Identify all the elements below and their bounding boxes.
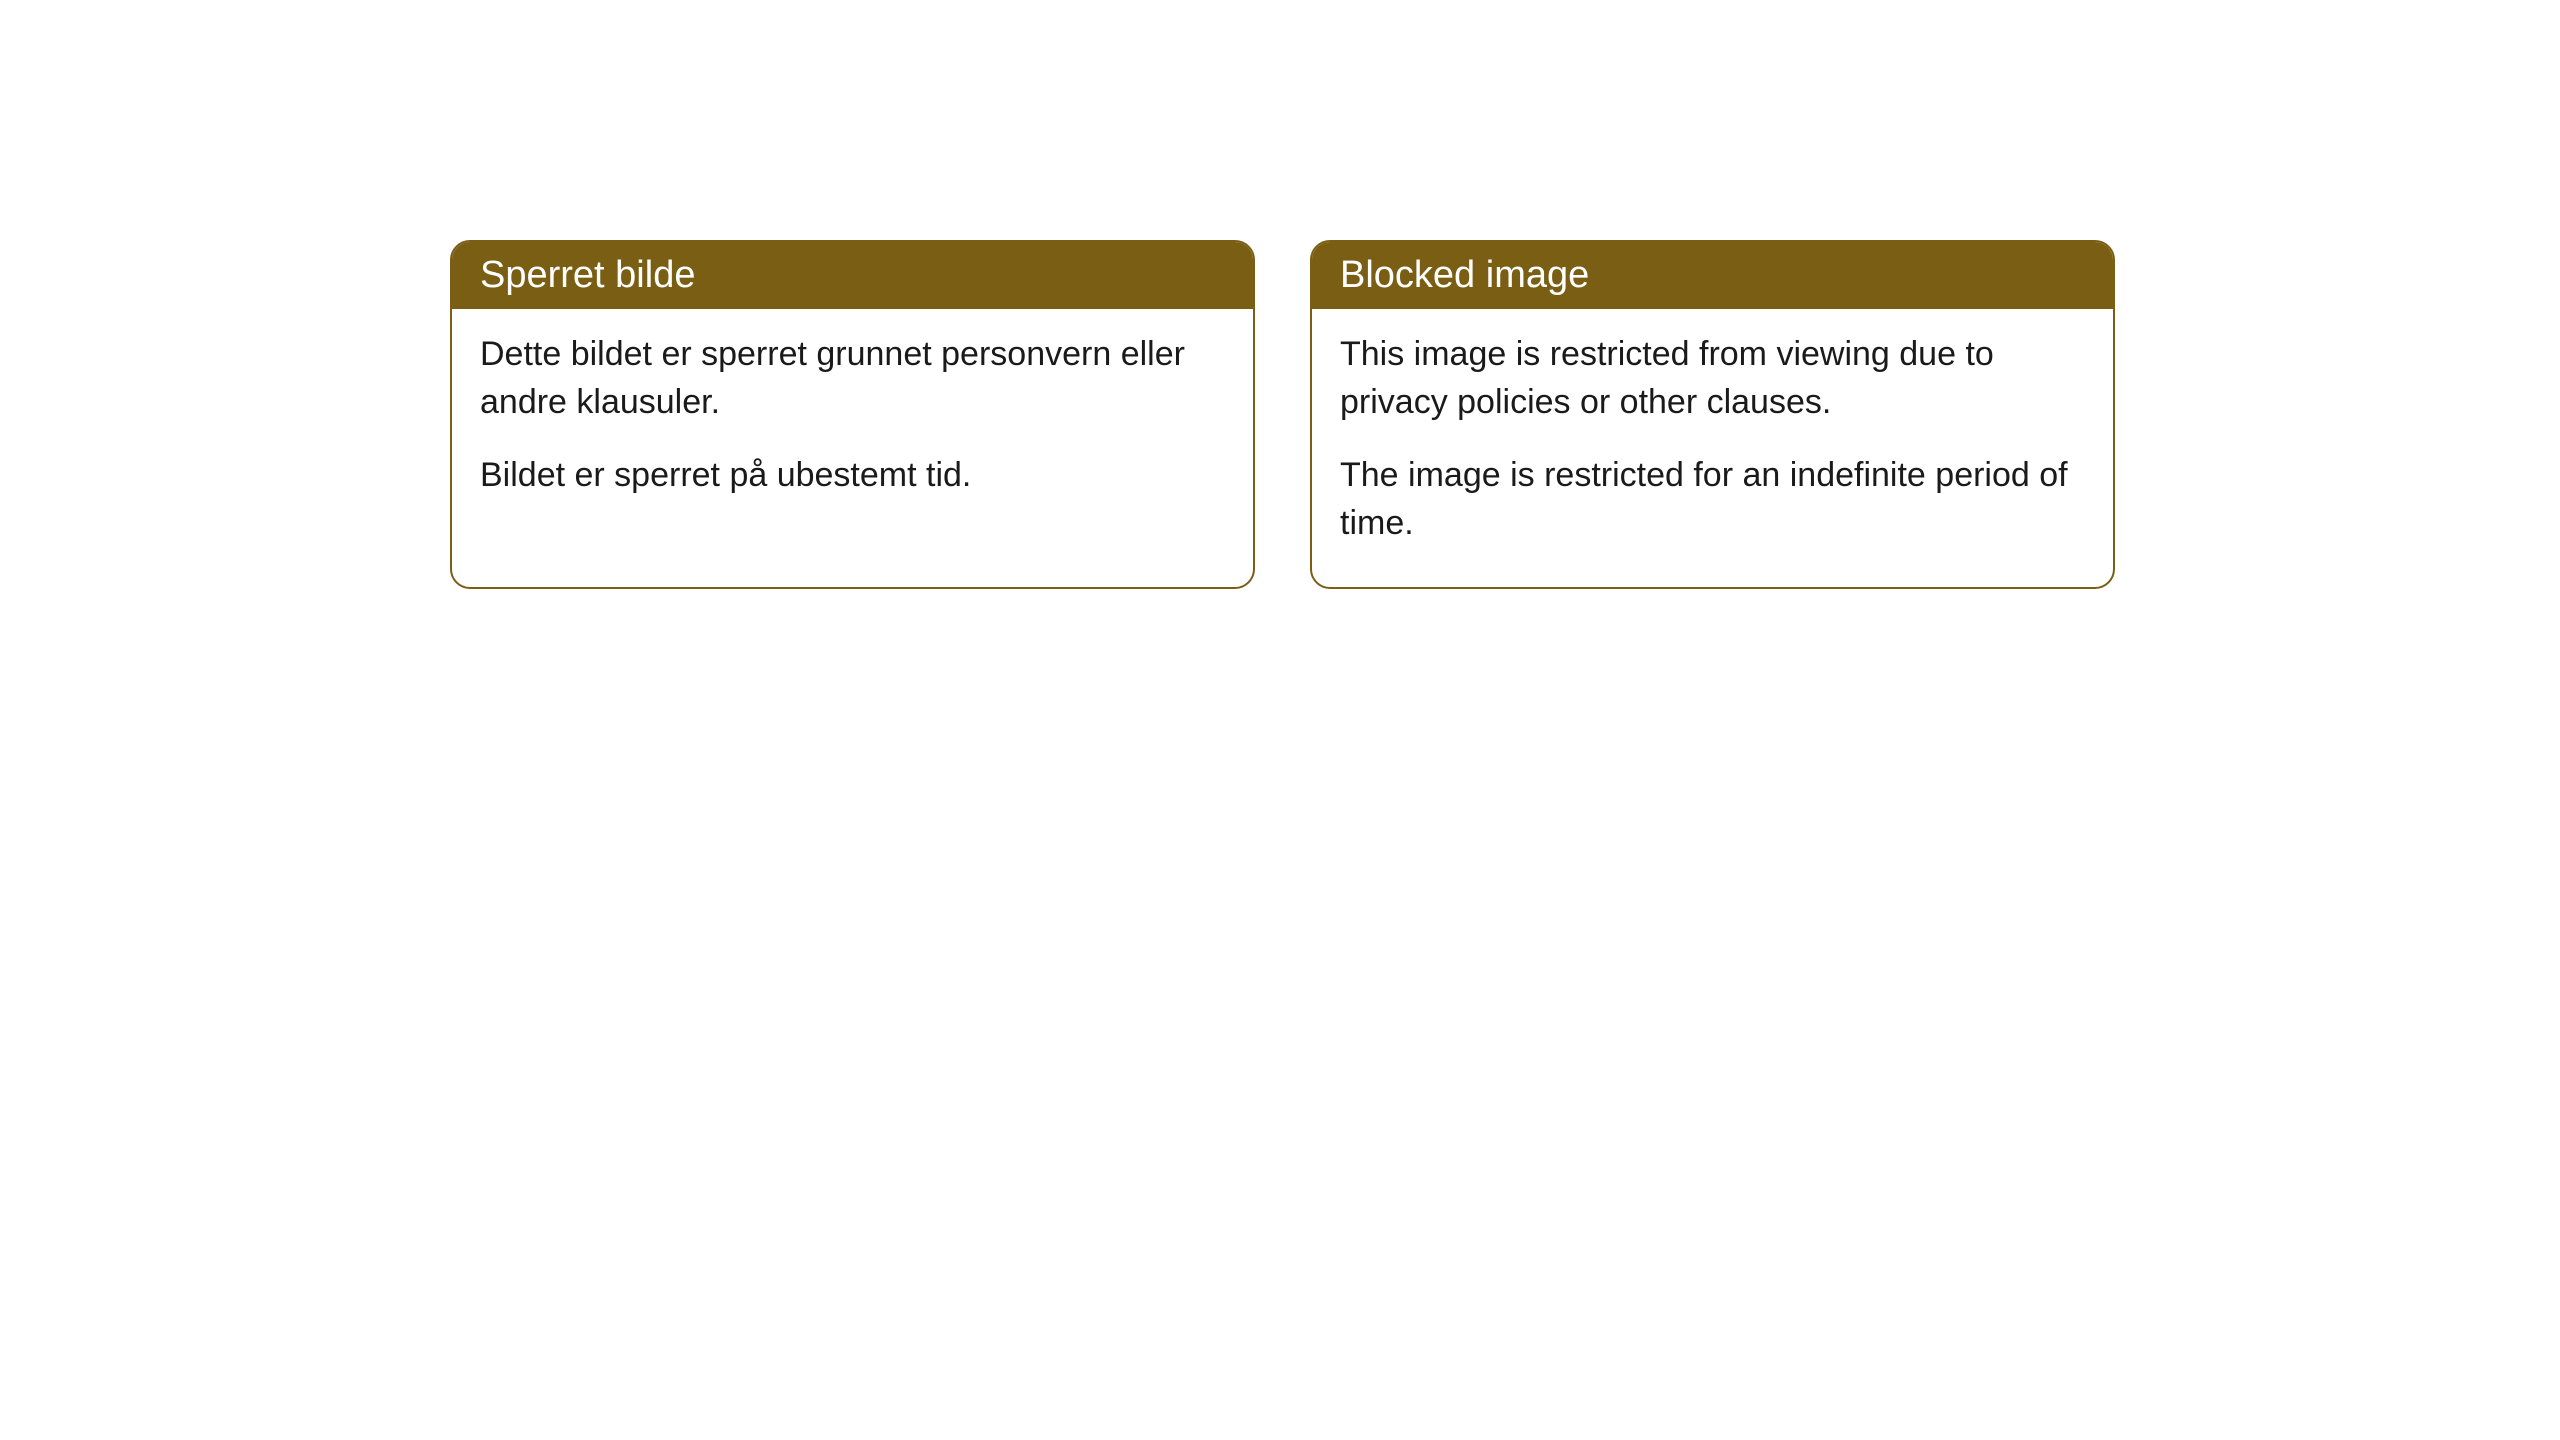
card-body-english: This image is restricted from viewing du… bbox=[1312, 309, 2113, 587]
card-header-norwegian: Sperret bilde bbox=[452, 242, 1253, 309]
cards-container: Sperret bilde Dette bildet er sperret gr… bbox=[450, 240, 2115, 589]
card-body-norwegian: Dette bildet er sperret grunnet personve… bbox=[452, 309, 1253, 540]
card-norwegian: Sperret bilde Dette bildet er sperret gr… bbox=[450, 240, 1255, 589]
card-english: Blocked image This image is restricted f… bbox=[1310, 240, 2115, 589]
card-paragraph-1: Dette bildet er sperret grunnet personve… bbox=[480, 331, 1225, 426]
card-paragraph-2: The image is restricted for an indefinit… bbox=[1340, 452, 2085, 547]
card-header-english: Blocked image bbox=[1312, 242, 2113, 309]
card-paragraph-2: Bildet er sperret på ubestemt tid. bbox=[480, 452, 1225, 500]
card-paragraph-1: This image is restricted from viewing du… bbox=[1340, 331, 2085, 426]
